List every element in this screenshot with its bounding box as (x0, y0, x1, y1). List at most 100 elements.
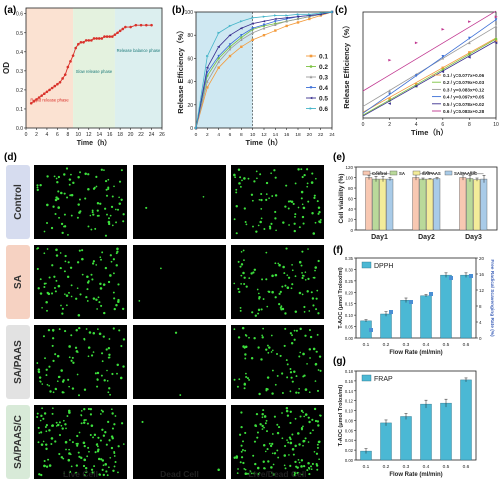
cell-dot (263, 467, 266, 470)
data-point (111, 35, 114, 38)
cell-dot (36, 188, 39, 192)
data-point (35, 98, 38, 101)
cell-dot (248, 336, 250, 339)
cell-dot (40, 443, 44, 446)
series-marker (441, 66, 445, 70)
cell-dot (110, 205, 114, 209)
legend-label: SA (399, 171, 405, 176)
y-tick-label: 80 (348, 186, 354, 191)
cell-dot (56, 181, 59, 184)
cell-dot (271, 442, 274, 445)
micrograph (133, 405, 226, 479)
cell-dot (61, 231, 64, 235)
cell-dot (289, 421, 292, 425)
cell-dot (100, 304, 103, 307)
cell-dot (79, 293, 82, 296)
cell-dot (87, 407, 91, 411)
cell-dot (268, 346, 271, 349)
significance-label: n.s. (376, 169, 382, 174)
cell-dot (256, 436, 259, 439)
cell-dot (317, 259, 320, 263)
cell-dot (97, 296, 100, 299)
cell-dot (300, 168, 303, 171)
cell-dot (270, 172, 272, 175)
cell-dot (64, 260, 67, 263)
legend-label: 0.1 (319, 53, 328, 60)
data-point (145, 23, 148, 27)
cell-dot (77, 175, 80, 179)
cell-dot (106, 379, 109, 382)
cell-dot (288, 454, 290, 456)
cell-dot (54, 290, 57, 293)
panel-label-d: (d) (4, 152, 17, 163)
cell-dot (253, 337, 256, 340)
cell-dot (300, 264, 303, 267)
y-tick-label: 0.25 (345, 279, 354, 284)
cell-dot (97, 328, 99, 331)
secondary-marker (409, 300, 413, 304)
x-tick-label: 4 (46, 132, 49, 138)
phase-label: Release balance phase (117, 48, 161, 53)
cell-dot (82, 421, 86, 424)
cell-dot (289, 332, 292, 335)
cell-dot (303, 174, 306, 177)
cell-dot (38, 432, 41, 434)
cell-dot (91, 262, 95, 265)
cell-dot (61, 427, 64, 430)
cell-dot (309, 432, 312, 435)
cell-dot (107, 280, 111, 284)
cell-dot (98, 301, 101, 304)
cell-dot (202, 195, 205, 198)
secondary-marker (429, 292, 433, 296)
cell-dot (273, 415, 276, 418)
legend-label: 0.5 / y=0.078x+0.02 (443, 102, 485, 107)
cell-dot (273, 169, 276, 172)
cell-dot (55, 254, 59, 257)
y-tick-label: 0.6 (16, 12, 23, 18)
cell-dot (67, 378, 70, 381)
cell-dot (266, 305, 269, 308)
cell-dot (293, 471, 297, 474)
cell-dot (255, 170, 258, 173)
cell-dot (57, 284, 61, 288)
y-tick-label: 0.4 (16, 50, 23, 56)
data-point (63, 73, 67, 76)
cell-dot (272, 463, 275, 466)
x-tick-label: 0.4 (423, 342, 430, 348)
cell-dot (314, 269, 316, 272)
cell-dot (122, 365, 125, 368)
cell-dot (70, 465, 73, 468)
cell-dot (108, 222, 111, 226)
cell-dot (43, 252, 46, 255)
cell-dot (296, 471, 300, 475)
cell-dot (60, 304, 62, 307)
cell-dot (46, 383, 49, 386)
cell-dot (77, 313, 81, 317)
cell-dot (316, 289, 319, 292)
cell-dot (64, 330, 67, 333)
cell-dot (63, 213, 66, 216)
legend-swatch (362, 170, 371, 176)
cell-dot (45, 443, 48, 446)
cell-dot (302, 375, 305, 378)
cell-dot (67, 458, 71, 462)
cell-dot (55, 388, 58, 391)
data-point (43, 92, 46, 96)
cell-dot (240, 411, 243, 414)
cell-dot (243, 177, 246, 180)
series-marker (240, 36, 243, 39)
series-marker (441, 70, 445, 74)
secondary-marker (449, 276, 453, 280)
cell-dot (252, 271, 255, 274)
cell-dot (309, 348, 311, 351)
series-marker (309, 54, 313, 58)
x-tick-label: 2 (35, 132, 38, 138)
cell-dot (56, 354, 60, 358)
series-marker (414, 84, 418, 88)
cell-dot (244, 472, 248, 476)
series-marker (309, 96, 313, 100)
series-marker (262, 34, 266, 37)
series-marker (309, 65, 313, 68)
cell-dot (72, 181, 75, 185)
